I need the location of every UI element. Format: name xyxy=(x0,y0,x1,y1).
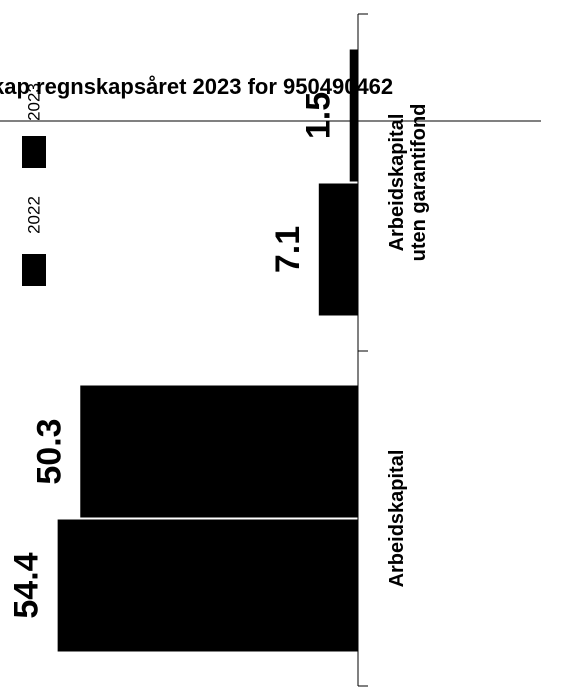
value-label: 54.4 xyxy=(8,552,46,618)
bar-uten-garantifond-2022 xyxy=(318,183,358,316)
legend-swatch-2022 xyxy=(22,254,46,286)
value-label: 7.1 xyxy=(269,226,307,273)
chart-title: kap regnskapsåret 2023 for 950490462 xyxy=(0,74,393,99)
category-label: Arbeidskapital xyxy=(386,450,408,588)
bar-arbeidskapital-2022 xyxy=(57,519,359,652)
category-label: Arbeidskapital xyxy=(386,114,408,252)
value-labels: 54.4 50.3 7.1 1.5 xyxy=(8,92,338,619)
bars xyxy=(57,49,359,652)
legend-swatch-2023 xyxy=(22,136,46,168)
legend-label-2023: 2023 xyxy=(25,83,44,121)
value-label: 1.5 xyxy=(300,92,338,139)
bar-uten-garantifond-2023 xyxy=(349,49,358,182)
bar-arbeidskapital-2023 xyxy=(80,385,359,518)
legend: 2022 2023 xyxy=(22,83,46,286)
category-label: uten garantifond xyxy=(408,104,430,262)
legend-label-2022: 2022 xyxy=(25,196,44,234)
category-axis xyxy=(357,13,368,687)
value-label: 50.3 xyxy=(30,418,68,484)
